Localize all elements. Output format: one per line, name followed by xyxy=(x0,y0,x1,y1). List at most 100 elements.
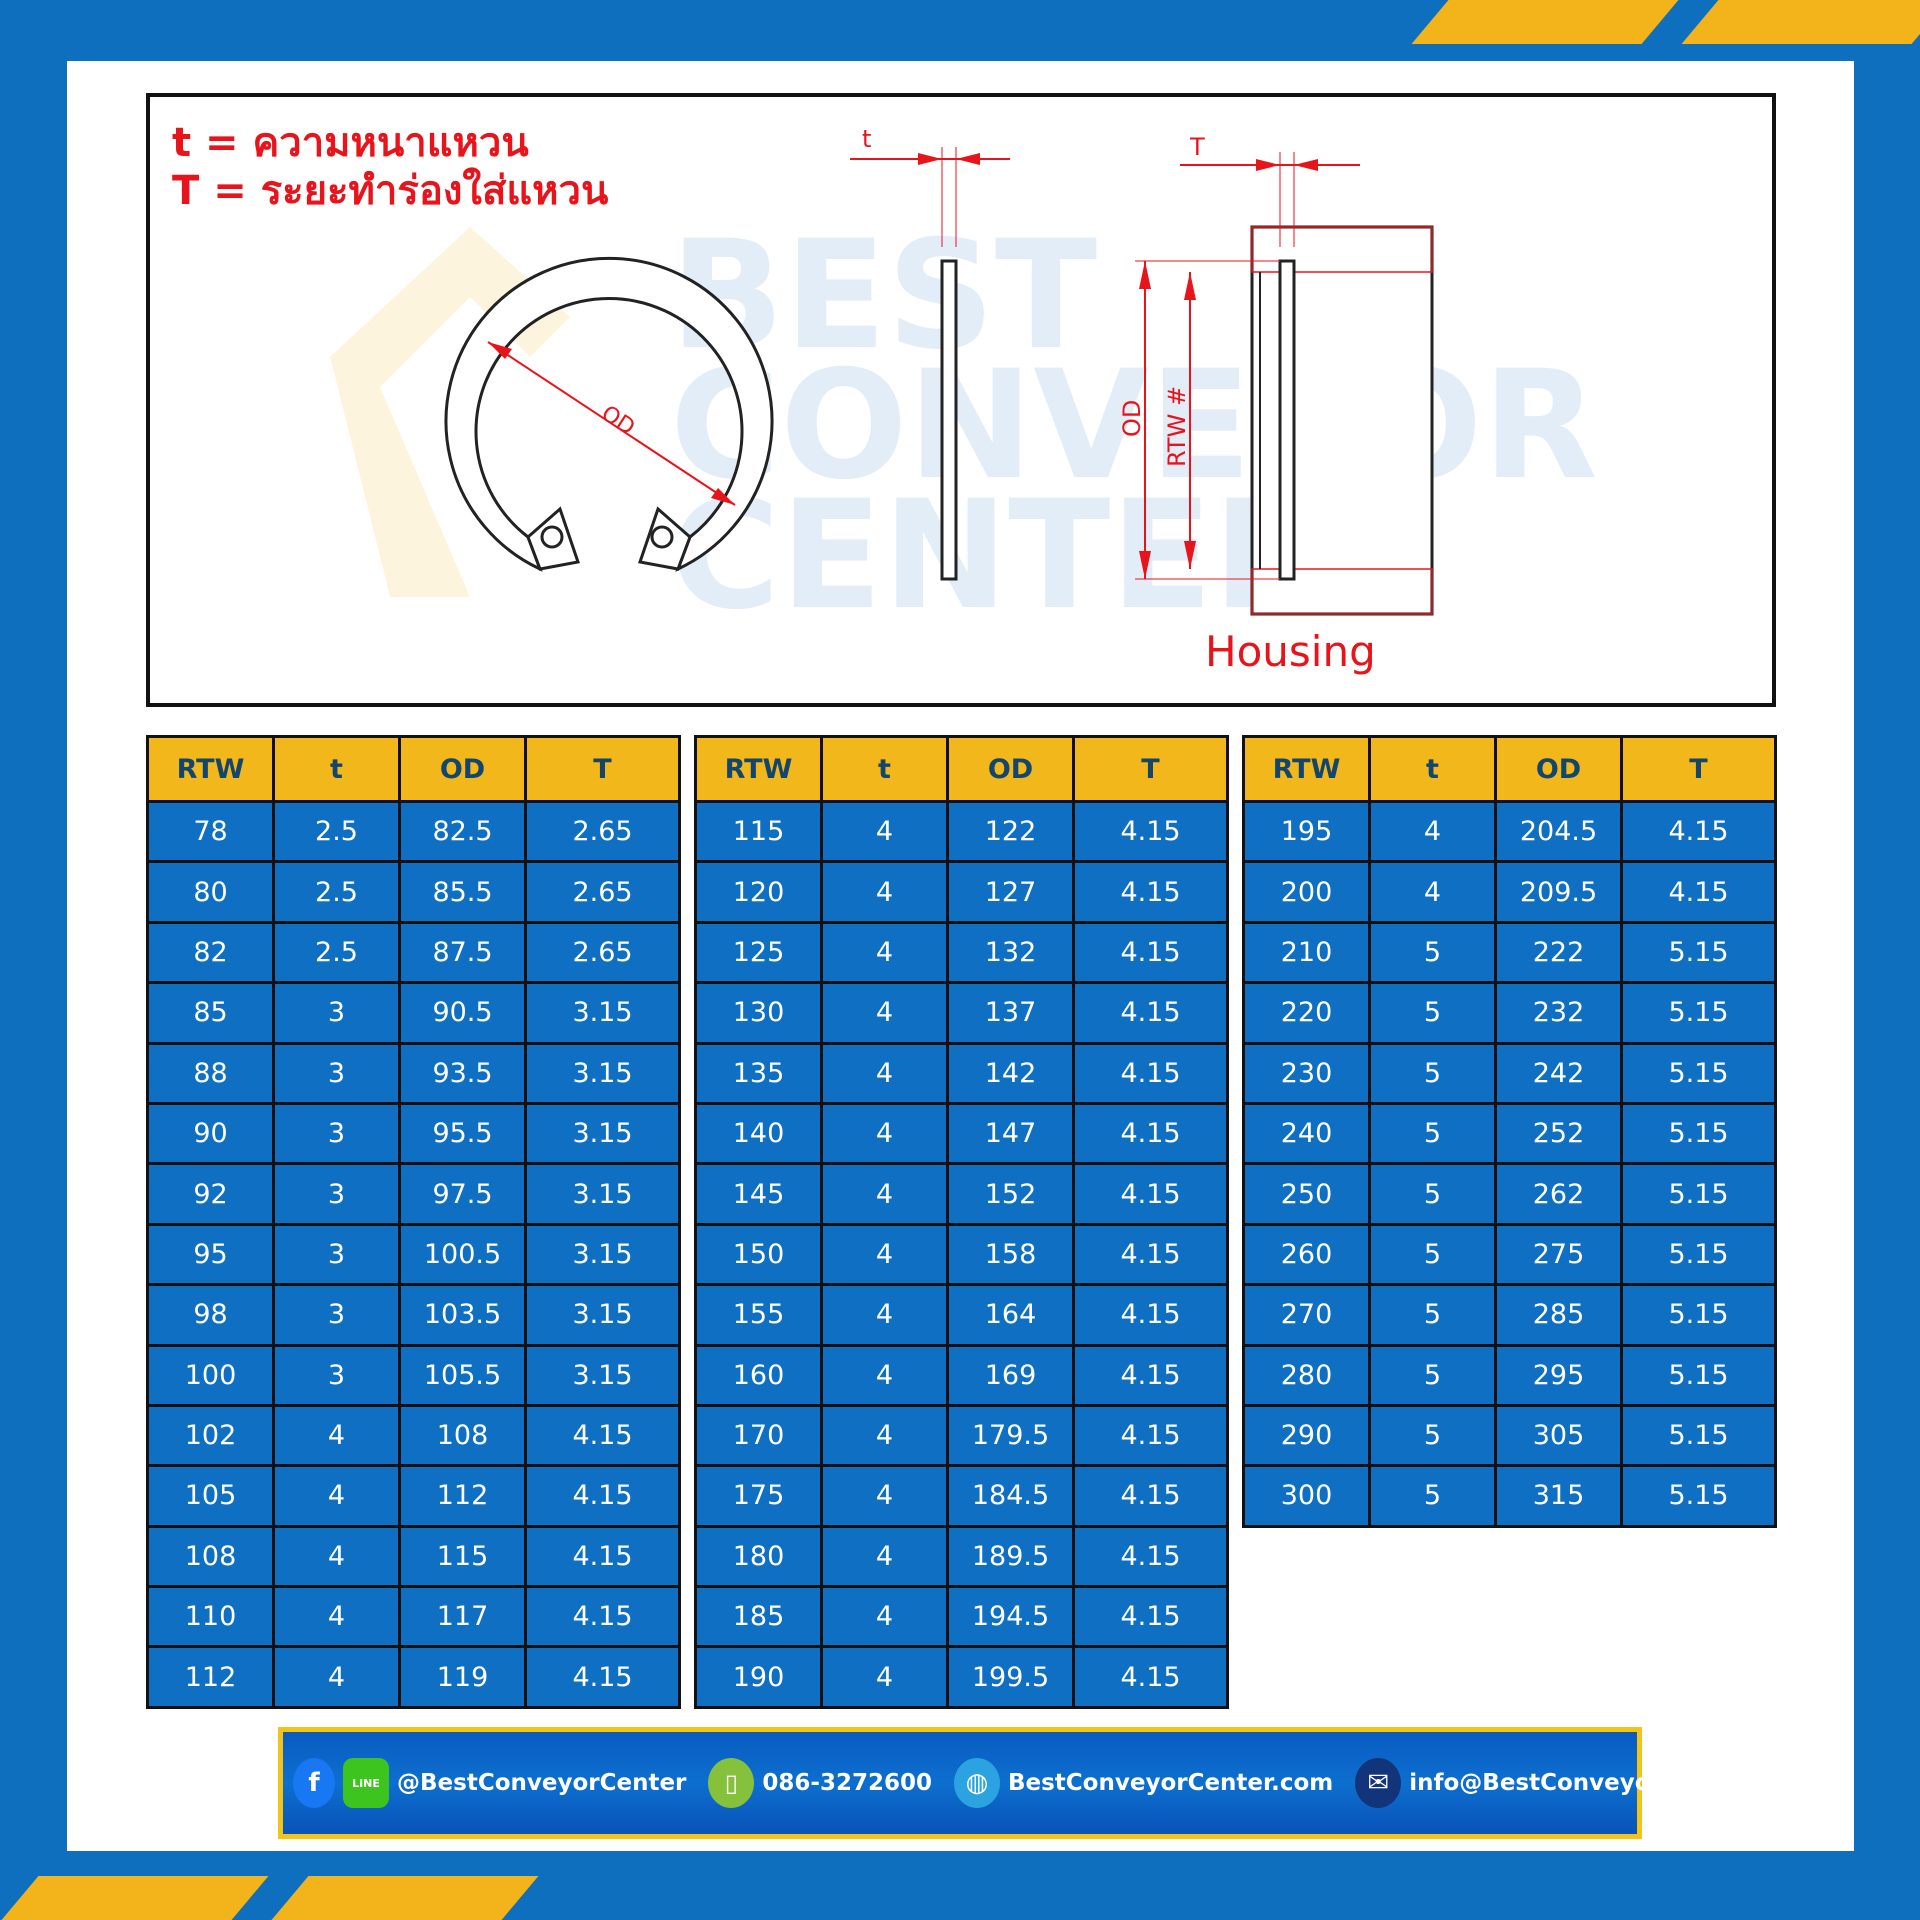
social-handle[interactable]: @BestConveyorCenter xyxy=(397,1770,687,1796)
table-cell: 4 xyxy=(820,1222,949,1287)
table-cell: 169 xyxy=(946,1343,1075,1407)
legend-T: T = ระยะทำร่องใส่แหวน xyxy=(172,168,609,214)
line-icon[interactable]: LINE xyxy=(343,1758,389,1808)
table-cell: 88 xyxy=(146,1041,275,1105)
table-cell: 5 xyxy=(1368,1222,1497,1287)
table-cell: 250 xyxy=(1242,1162,1371,1226)
table-header-row: RTW t OD T xyxy=(146,735,681,803)
table-row: 80 2.5 85.5 2.65 xyxy=(146,860,681,924)
table-row: 300 5 315 5.15 xyxy=(1242,1464,1777,1528)
table-cell: 90 xyxy=(146,1101,275,1166)
email-link[interactable]: info@BestConveyorCenter.com xyxy=(1409,1770,1808,1796)
table-row: 95 3 100.5 3.15 xyxy=(146,1222,681,1287)
table-cell: 4.15 xyxy=(524,1585,681,1649)
table-cell: 185 xyxy=(694,1585,823,1649)
phone-number[interactable]: 086-3272600 xyxy=(762,1770,932,1796)
table-cell: 4.15 xyxy=(1072,1343,1229,1407)
table-row: 290 5 305 5.15 xyxy=(1242,1403,1777,1468)
table-cell: 300 xyxy=(1242,1464,1371,1528)
table-cell: 5 xyxy=(1368,1403,1497,1468)
table-cell: 175 xyxy=(694,1464,823,1528)
table-cell: 262 xyxy=(1494,1162,1623,1226)
column-header: OD xyxy=(946,735,1075,803)
table-cell: 5 xyxy=(1368,981,1497,1045)
decor-stripe xyxy=(1681,0,1920,44)
table-cell: 135 xyxy=(694,1041,823,1105)
table-cell: 222 xyxy=(1494,920,1623,985)
table-cell: 4.15 xyxy=(1072,1464,1229,1528)
table-cell: 85 xyxy=(146,981,275,1045)
table-row: 82 2.5 87.5 2.65 xyxy=(146,920,681,985)
table-cell: 290 xyxy=(1242,1403,1371,1468)
table-row: 108 4 115 4.15 xyxy=(146,1524,681,1589)
table-cell: 5.15 xyxy=(1620,1343,1777,1407)
ring-diagram: BEST CONVEYOR CENTER OD t T OD RTW # xyxy=(330,125,1598,643)
table-cell: 155 xyxy=(694,1283,823,1347)
column-header: RTW xyxy=(146,735,275,803)
watermark-center: CENTER xyxy=(670,469,1328,643)
decor-stripe xyxy=(1,1876,269,1920)
table-cell: 4 xyxy=(820,1524,949,1589)
table-cell: 4 xyxy=(1368,799,1497,864)
table-cell: 220 xyxy=(1242,981,1371,1045)
table-cell: 5 xyxy=(1368,1041,1497,1105)
table-cell: 242 xyxy=(1494,1041,1623,1105)
table-cell: 105.5 xyxy=(398,1343,527,1407)
table-cell: 4 xyxy=(820,1283,949,1347)
table-row: 115 4 122 4.15 xyxy=(694,799,1229,864)
table-cell: 82 xyxy=(146,920,275,985)
table-cell: 4.15 xyxy=(1072,1222,1229,1287)
table-cell: 195 xyxy=(1242,799,1371,864)
table-row: 250 5 262 5.15 xyxy=(1242,1162,1777,1226)
table-cell: 3.15 xyxy=(524,1343,681,1407)
table-cell: 115 xyxy=(694,799,823,864)
table-cell: 5.15 xyxy=(1620,1041,1777,1105)
table-cell: 90.5 xyxy=(398,981,527,1045)
table-row: 105 4 112 4.15 xyxy=(146,1464,681,1528)
table-cell: 100.5 xyxy=(398,1222,527,1287)
table-cell: 4 xyxy=(272,1464,401,1528)
table-cell: 4 xyxy=(272,1645,401,1709)
table-cell: 78 xyxy=(146,799,275,864)
facebook-icon[interactable]: f xyxy=(293,1758,335,1808)
table-cell: 130 xyxy=(694,981,823,1045)
table-cell: 5.15 xyxy=(1620,1283,1777,1347)
table-row: 78 2.5 82.5 2.65 xyxy=(146,799,681,864)
od-label: OD xyxy=(597,401,639,441)
table-cell: 4 xyxy=(820,1585,949,1649)
od-dimension-label: OD xyxy=(1118,400,1146,437)
diagram-box: BEST CONVEYOR CENTER OD t T OD RTW # t =… xyxy=(146,93,1776,707)
email-icon: ✉ xyxy=(1355,1758,1402,1808)
table-cell: 4.15 xyxy=(1072,1524,1229,1589)
table-cell: 5 xyxy=(1368,1343,1497,1407)
table-row: 112 4 119 4.15 xyxy=(146,1645,681,1709)
table-cell: 5.15 xyxy=(1620,1222,1777,1287)
table-cell: 4.15 xyxy=(524,1524,681,1589)
table-cell: 5.15 xyxy=(1620,981,1777,1045)
table-cell: 125 xyxy=(694,920,823,985)
table-cell: 103.5 xyxy=(398,1283,527,1347)
column-header: t xyxy=(1368,735,1497,803)
table-cell: 200 xyxy=(1242,860,1371,924)
table-row: 190 4 199.5 4.15 xyxy=(694,1645,1229,1709)
table-cell: 160 xyxy=(694,1343,823,1407)
table-row: 130 4 137 4.15 xyxy=(694,981,1229,1045)
website-link[interactable]: BestConveyorCenter.com xyxy=(1007,1770,1334,1796)
table-cell: 4.15 xyxy=(524,1403,681,1468)
table-cell: 3.15 xyxy=(524,1101,681,1166)
table-cell: 5.15 xyxy=(1620,1403,1777,1468)
column-header: T xyxy=(1620,735,1777,803)
table-cell: 3.15 xyxy=(524,1283,681,1347)
size-table-1: RTW t OD T 78 2.5 82.5 2.65 80 2.5 85.5 2.65 82 2.5 87… xyxy=(146,735,681,1709)
table-cell: 4 xyxy=(1368,860,1497,924)
table-row: 88 3 93.5 3.15 xyxy=(146,1041,681,1105)
table-cell: 5 xyxy=(1368,1162,1497,1226)
table-cell: 4.15 xyxy=(1072,1645,1229,1709)
table-row: 220 5 232 5.15 xyxy=(1242,981,1777,1045)
table-cell: 189.5 xyxy=(946,1524,1075,1589)
table-cell: 209.5 xyxy=(1494,860,1623,924)
T-label: T xyxy=(1189,133,1205,161)
rtw-dimension-label: RTW # xyxy=(1163,386,1191,467)
table-cell: 3.15 xyxy=(524,1041,681,1105)
table-cell: 3 xyxy=(272,981,401,1045)
